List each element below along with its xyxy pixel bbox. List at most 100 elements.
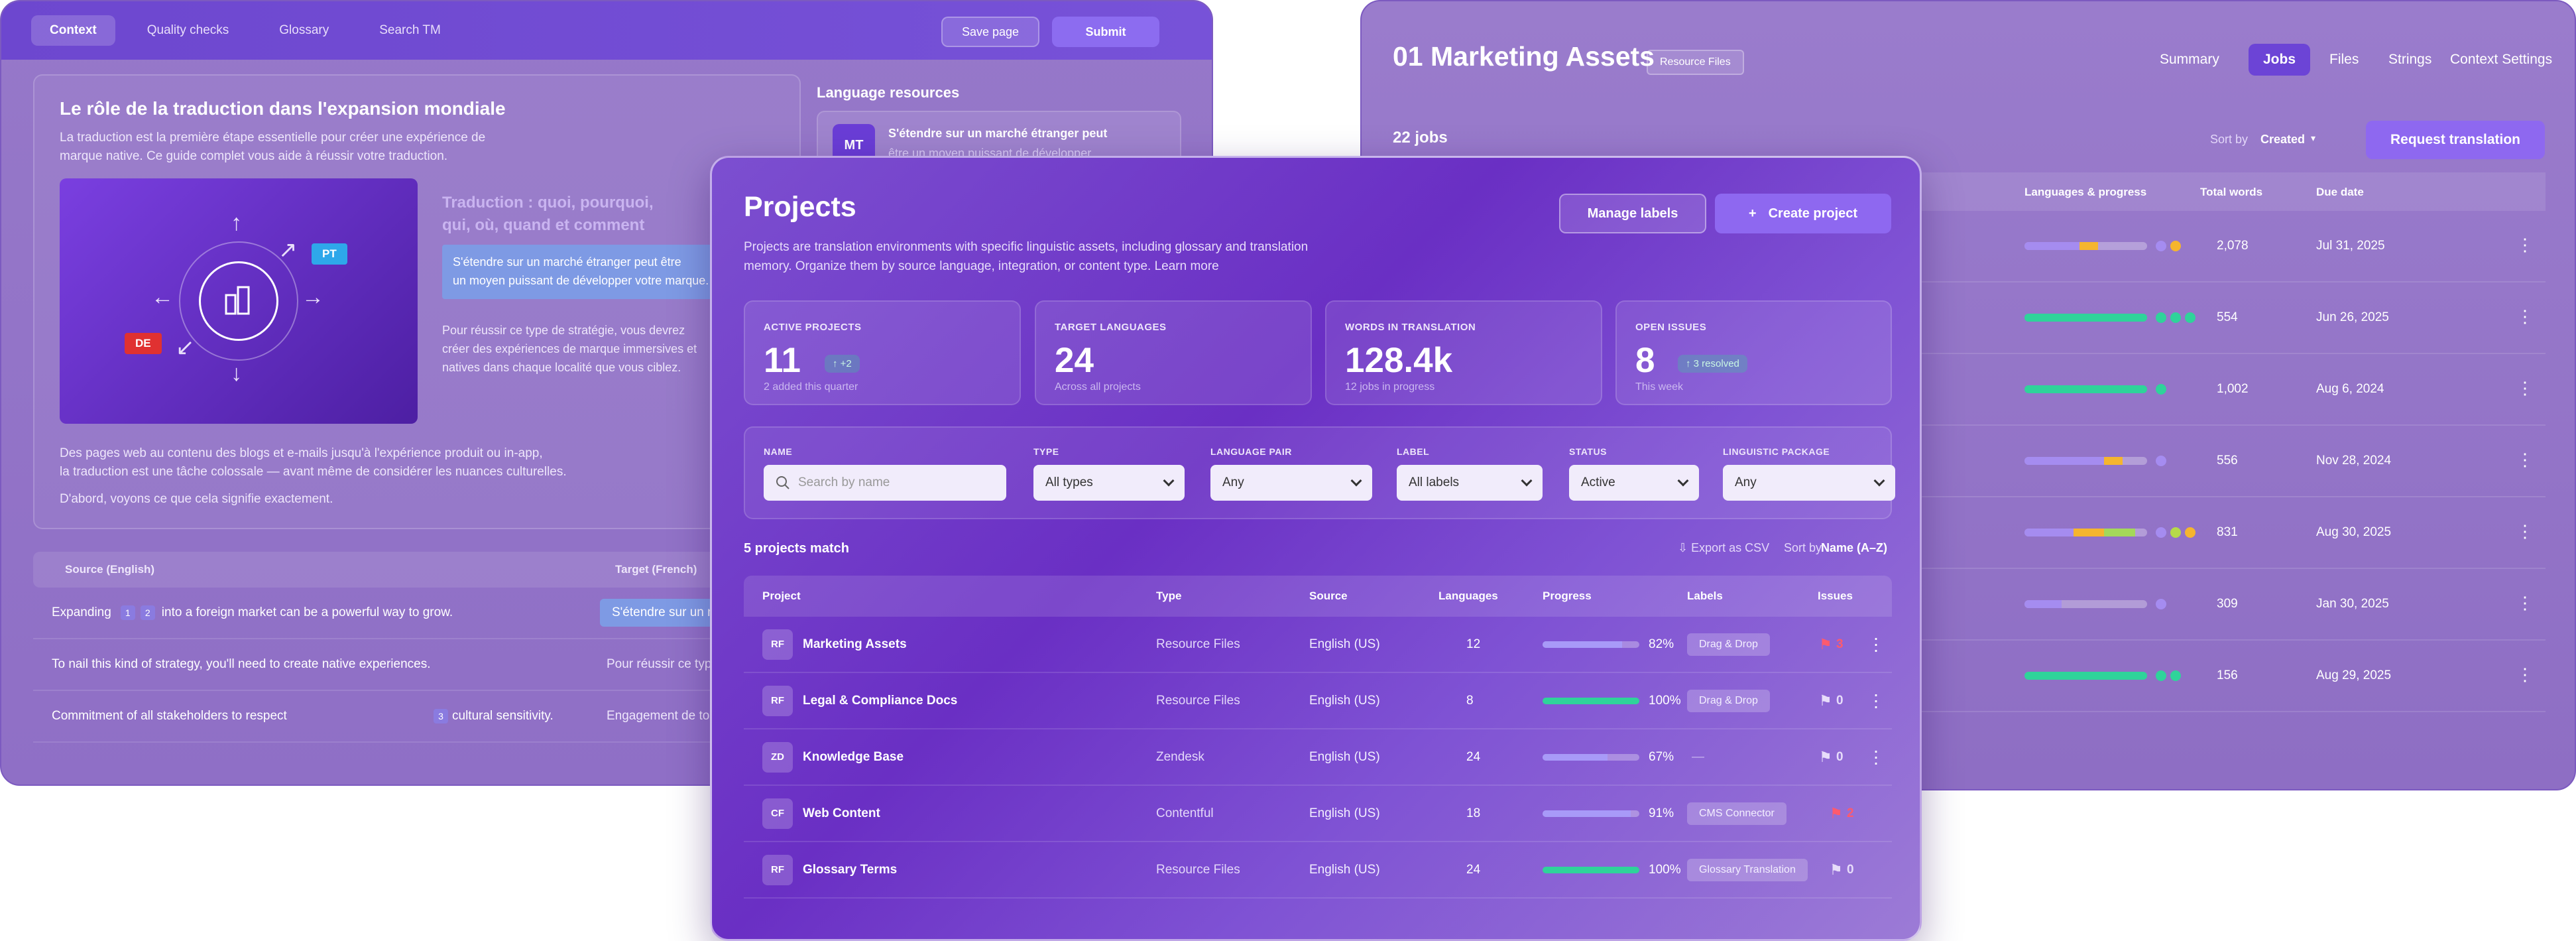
project-source: English (US) [1309,862,1380,877]
chevron-down-icon [1350,475,1362,487]
project-name[interactable]: Marketing Assets [803,637,907,651]
segment-row[interactable]: Expanding 1 2 into a foreign market can … [33,588,801,639]
label-select[interactable]: All labels [1397,465,1543,501]
progress-fill [1543,697,1639,704]
tab-quality-checks[interactable]: Quality checks [146,23,229,37]
tab-files[interactable]: Files [2329,52,2359,67]
placeholder-tag[interactable]: 3 [434,709,448,723]
job-row[interactable]: 2,078 Jul 31, 2025 ⋮ [1362,211,2546,282]
more-options-icon[interactable]: ⋮ [2516,450,2534,470]
table-row[interactable]: RF Legal & Compliance Docs Resource Files E… [744,673,1892,729]
segments-header: Source (English) Target (French) [33,552,801,588]
segment-row[interactable]: Commitment of all stakeholders to respec… [33,691,801,743]
table-header: Project Type Source Languages Progress L… [744,576,1892,617]
chevron-down-icon [1521,475,1533,487]
job-row[interactable]: 554 Jun 26, 2025 ⋮ [1362,282,2546,354]
project-name[interactable]: Legal & Compliance Docs [803,693,958,708]
type-select[interactable]: All types [1033,465,1185,501]
flag-icon: ⚑ [1819,635,1832,653]
language-pair-select[interactable]: Any [1210,465,1372,501]
manage-labels-button[interactable]: Manage labels [1559,194,1706,233]
job-row[interactable]: 156 Aug 29, 2025 ⋮ [1362,641,2546,712]
save-page-button[interactable]: Save page [941,17,1039,47]
progress-bar [1543,641,1639,648]
project-languages: 8 [1466,693,1474,708]
label-chip[interactable]: CMS Connector [1687,802,1786,825]
table-row[interactable]: ZD Knowledge Base Zendesk English (US) 24 67%… [744,729,1892,786]
job-row[interactable]: 309 Jan 30, 2025 ⋮ [1362,569,2546,641]
segment-row[interactable]: To nail this kind of strategy, you'll ne… [33,639,801,691]
job-row[interactable]: 556 Nov 28, 2024 ⋮ [1362,426,2546,497]
segment-source-cont: cultural sensitivity. [452,709,554,723]
more-options-icon[interactable]: ⋮ [2516,306,2534,326]
job-due-date: Aug 30, 2025 [2316,525,2392,539]
project-name[interactable]: Web Content [803,806,880,820]
label-chip[interactable]: Glossary Translation [1687,858,1808,881]
label-chip[interactable]: Drag & Drop [1687,689,1770,712]
tab-context-settings[interactable]: Context Settings [2450,52,2553,67]
more-options-icon[interactable]: ⋮ [1867,690,1885,710]
project-name[interactable]: Glossary Terms [803,862,898,877]
tab-jobs[interactable]: Jobs [2249,44,2311,76]
table-row[interactable]: RF Marketing Assets Resource Files English … [744,617,1892,673]
more-options-icon[interactable]: ⋮ [1867,634,1885,654]
body-line-3: D'abord, voyons ce que cela signifie exa… [60,492,333,506]
progress-segment [2024,600,2062,608]
segments-table: Source (English) Target (French) Expandi… [33,552,801,743]
table-row[interactable]: CF Web Content Contentful English (US) 18 91%… [744,786,1892,842]
more-options-icon[interactable]: ⋮ [2516,664,2534,684]
tab-search-tm[interactable]: Search TM [379,23,441,37]
sort-dropdown[interactable]: Name (A–Z) [1821,541,1888,554]
segment-target[interactable]: Engagement de tou [607,709,717,723]
search-input[interactable]: Search by name [764,465,1006,501]
segment-target[interactable]: S'étendre sur un m [600,599,730,627]
more-options-icon[interactable]: ⋮ [2516,378,2534,398]
job-row[interactable]: 1,002 Aug 6, 2024 ⋮ [1362,354,2546,426]
badge-de: DE [125,333,162,354]
job-row[interactable]: 831 Aug 30, 2025 ⋮ [1362,497,2546,569]
request-translation-button[interactable]: Request translation [2366,121,2545,159]
linguistic-package-select[interactable]: Any [1723,465,1895,501]
project-type-tag: Resource Files [1647,50,1744,75]
intro-line-1: La traduction est la première étape esse… [60,131,486,145]
status-select[interactable]: Active [1569,465,1699,501]
col-source: Source (English) [65,563,155,576]
tab-glossary[interactable]: Glossary [279,23,329,37]
table-row[interactable]: RF Glossary Terms Resource Files English (U… [744,842,1892,899]
more-options-icon[interactable]: ⋮ [2516,235,2534,255]
project-type: Resource Files [1156,693,1240,708]
segment-target[interactable]: Pour réussir ce typ [607,657,712,671]
tab-strings[interactable]: Strings [2388,52,2432,67]
subhead: Traduction : quoi, pourquoi, qui, où, qu… [442,192,654,237]
segment-source: To nail this kind of strategy, you'll ne… [52,657,431,671]
chart-icon-circle [199,261,278,341]
filter-label-label: LABEL [1397,446,1430,457]
progress-percent: 67% [1649,749,1674,764]
export-csv-link[interactable]: ⇩ Export as CSV [1678,541,1770,554]
job-due-date: Aug 6, 2024 [2316,382,2384,396]
more-options-icon[interactable]: ⋮ [2516,521,2534,541]
highlighted-sentence[interactable]: S'étendre sur un marché étranger peut êt… [442,245,727,299]
submit-button[interactable]: Submit [1052,17,1159,47]
more-options-icon[interactable]: ⋮ [2516,593,2534,613]
tab-context[interactable]: Context [31,15,115,46]
project-name[interactable]: Knowledge Base [803,749,904,764]
job-total-words: 831 [2217,525,2238,539]
placeholder-tag[interactable]: 2 [140,605,155,620]
label-chip[interactable]: Drag & Drop [1687,633,1770,656]
language-status-dot [2170,670,2181,681]
tab-summary[interactable]: Summary [2160,52,2219,67]
language-status-dot [2170,527,2181,538]
flag-icon: ⚑ [1819,748,1832,765]
issue-count: 0 [1836,749,1844,764]
placeholder-tag[interactable]: 1 [120,605,135,620]
chevron-down-icon[interactable]: ▾ [2311,133,2316,143]
progress-segment [2024,529,2074,536]
sort-dropdown[interactable]: Created [2260,133,2306,146]
chevron-down-icon [1873,475,1885,487]
create-project-button[interactable]: + Create project [1715,194,1891,233]
stat-value: 128.4k [1345,341,1453,380]
more-options-icon[interactable]: ⋮ [1867,747,1885,767]
type-value: All types [1045,475,1093,489]
language-progress-bar [2024,600,2147,608]
